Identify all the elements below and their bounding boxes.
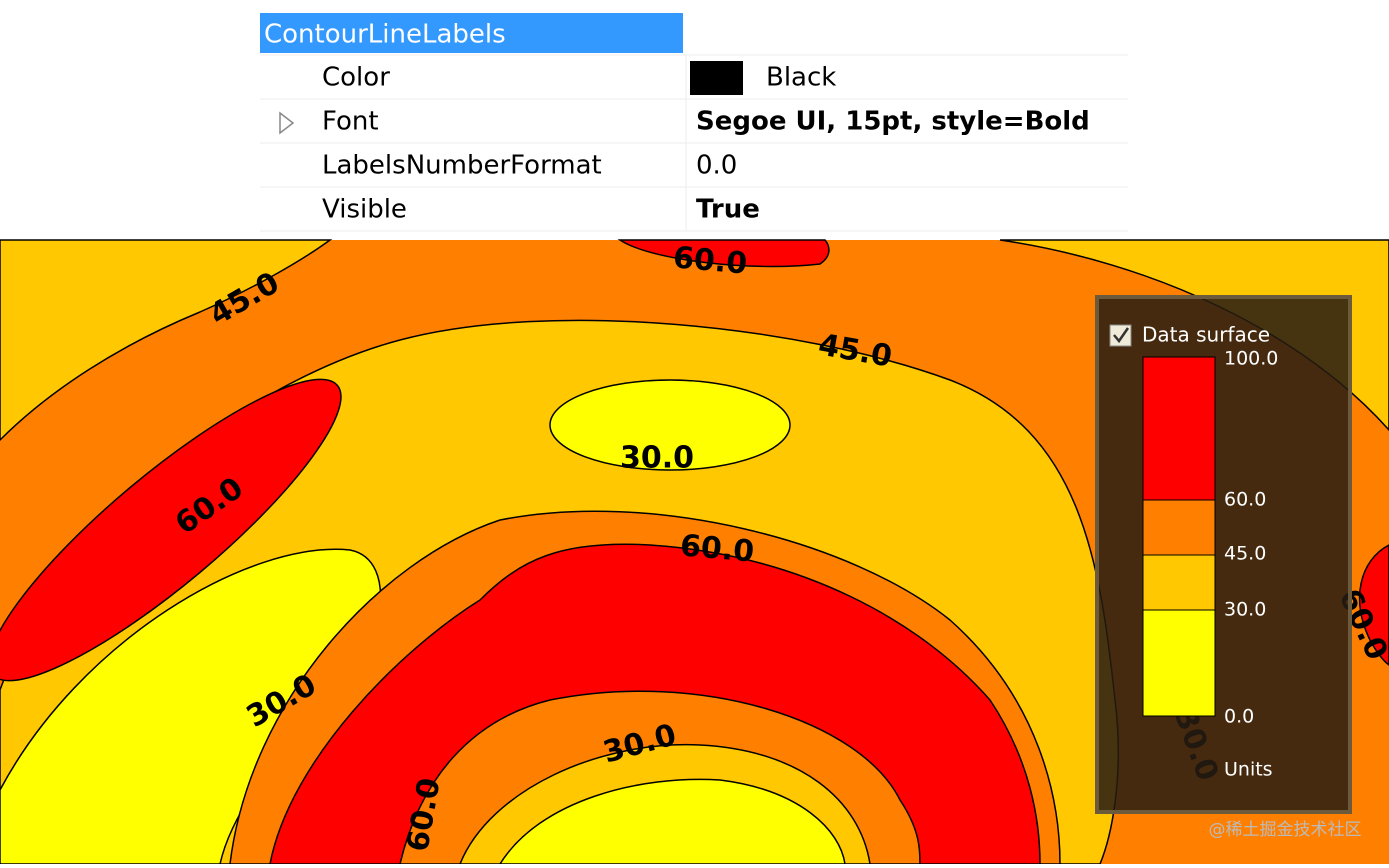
legend-units: Units [1224,759,1273,781]
legend-box [1095,295,1352,814]
legend-swatch [1142,356,1216,501]
contour-band [617,239,830,268]
property-name: Font [322,107,379,137]
property-name: Color [322,63,390,93]
legend-level: 60.0 [1224,489,1266,511]
legend-level: 45.0 [1224,543,1266,565]
contour-band [0,239,333,442]
property-name: LabelsNumberFormat [322,151,602,181]
legend-level: 100.0 [1224,348,1278,370]
legend-swatch [1142,554,1216,611]
legend-swatch [1142,499,1216,556]
property-name: Visible [322,195,407,225]
header-text: ContourLineLabels [264,20,506,50]
contour-band [549,379,791,471]
header-selection[interactable] [260,13,683,53]
contour-label: 60.0 [672,240,749,281]
color-swatch [690,61,743,95]
watermark: @稀土掘金技术社区 [1209,820,1362,840]
legend-level: 30.0 [1224,599,1266,621]
property-value[interactable]: True [696,195,760,225]
contour-band [498,778,846,865]
legend-swatch [1142,609,1216,717]
legend-title: Data surface [1142,323,1270,347]
property-grid: ContourLineLabels Color Black Font Segoe… [260,13,1128,232]
contour-label: 60.0 [679,528,756,569]
contour-band [1358,544,1389,666]
property-value[interactable]: 0.0 [696,151,737,181]
property-value[interactable]: Segoe UI, 15pt, style=Bold [696,107,1090,137]
legend-level: 0.0 [1224,706,1254,728]
checkmark [1113,327,1130,344]
legend: Data surface 100.0 60.0 45.0 30.0 0.0 Un… [1095,295,1352,814]
property-value[interactable]: Black [766,63,836,93]
contour-label: 30.0 [620,441,694,476]
expand-arrow[interactable] [279,111,295,135]
contour-band [0,378,342,682]
